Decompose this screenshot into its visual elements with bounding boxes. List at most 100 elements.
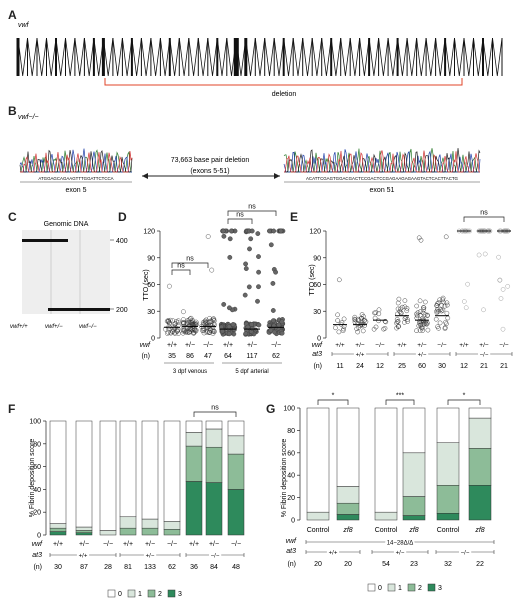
data-point [243,331,249,336]
n-value: 86 [186,353,194,360]
data-point [204,330,210,335]
data-point [417,318,422,324]
data-point [211,328,217,334]
data-point [246,284,252,290]
exon-block [302,38,304,76]
bar-segment-score-3 [205,482,223,536]
data-point [172,321,178,327]
data-point [266,228,272,234]
data-point [276,322,282,328]
data-point [414,303,420,309]
exon-block [168,38,171,76]
condition-label: zf8 [474,527,484,534]
data-point [421,305,427,311]
data-point [352,317,358,323]
exon-block [27,38,28,76]
data-point [341,326,346,332]
data-point [187,326,193,332]
arrow-left-icon [142,173,148,179]
data-point [207,315,213,321]
data-point [395,318,401,324]
data-point [180,319,186,325]
row-label-vwf: vwf [286,538,298,545]
n-value: 20 [344,561,352,568]
panel-c-letter: C [8,210,17,224]
group-label: +/− [418,353,427,359]
data-point [382,318,388,324]
data-point [336,329,342,335]
exon-block [340,38,342,76]
genotype-label: +/− [209,541,219,548]
panel-g-significance: * *** * [317,393,481,405]
data-point [376,311,382,317]
n-value: 47 [204,353,212,360]
data-point [360,328,366,334]
group-label: +/+ [356,353,365,359]
genotype-label: −/− [271,342,281,349]
panel-d-row-labels: vwf (n) +/+ 35 +/− 86 −/− 47 +/+ 64 +/− 117 −/− 62 3 d… [140,342,282,375]
data-point [221,301,227,307]
condition-label: Control [307,527,330,534]
data-point [382,325,388,331]
panel-c-gel: Genomic DNA 400 200 vwf+/+ vwf+/− vwf−/− [10,221,128,330]
data-point [207,329,213,335]
panel-f-axis: 0 20 40 60 80 100 [29,419,47,540]
data-point [440,297,446,303]
genotype-label: +/− [417,342,427,349]
exon-block [226,38,228,76]
data-point [249,228,255,234]
data-point [440,307,446,313]
exon-block [349,38,351,76]
panel-g-legend: 0 1 2 3 [367,583,442,592]
significance-bracket [447,399,481,405]
data-point [335,318,340,323]
exon-block [101,38,105,76]
n-value: 23 [410,561,418,568]
bar-segment-score-0 [436,407,460,443]
data-point [203,317,209,323]
data-point [422,299,428,305]
data-point [256,269,261,275]
data-point [228,228,234,234]
genotype-label: +/− [479,342,489,349]
gel-lane-label-1: vwf+/+ [10,324,28,330]
exon-block [55,38,57,76]
significance-bracket [463,216,505,222]
n-value: 35 [168,353,176,360]
y-tick-label: 90 [147,255,155,262]
data-point [279,330,285,336]
data-point [167,321,172,326]
bar-segment-score-2 [436,485,460,514]
genotype-label: −/− [103,541,113,548]
panel-e-row-labels: vwf at3 (n) +/+ 11 +/− 24 −/− 12 +/+ 25 +/− 60 −/− 30 +… [312,342,513,370]
data-point [421,321,427,327]
n-value: 133 [144,564,156,571]
right-exon-label: exon 51 [370,187,395,194]
exon-block [121,38,123,76]
genotype-label: +/+ [223,342,233,349]
exon-block [216,38,219,76]
data-point [193,328,199,334]
data-point [421,307,427,313]
legend-label: 2 [158,591,162,598]
exon-block [396,38,399,76]
data-point [243,266,249,271]
data-point [359,315,365,321]
bar-segment-score-2 [205,446,223,483]
data-point [242,292,248,298]
y-tick-label: 100 [283,406,295,413]
exon-block [244,38,248,76]
exon-block [425,38,427,76]
n-value: 62 [272,353,280,360]
gel-title: Genomic DNA [44,221,89,228]
panel-e-chart: 0 30 60 90 120 TTO (sec) ns vwf at3 (n) +/+ 11 +/… [309,210,513,370]
data-point [417,320,422,326]
gel-background [22,230,110,314]
data-point [420,328,426,333]
data-point [373,324,379,330]
genotype-label: +/+ [397,342,407,349]
data-point [184,321,190,326]
genotype-label: +/+ [123,541,133,548]
exon-block [406,38,408,76]
